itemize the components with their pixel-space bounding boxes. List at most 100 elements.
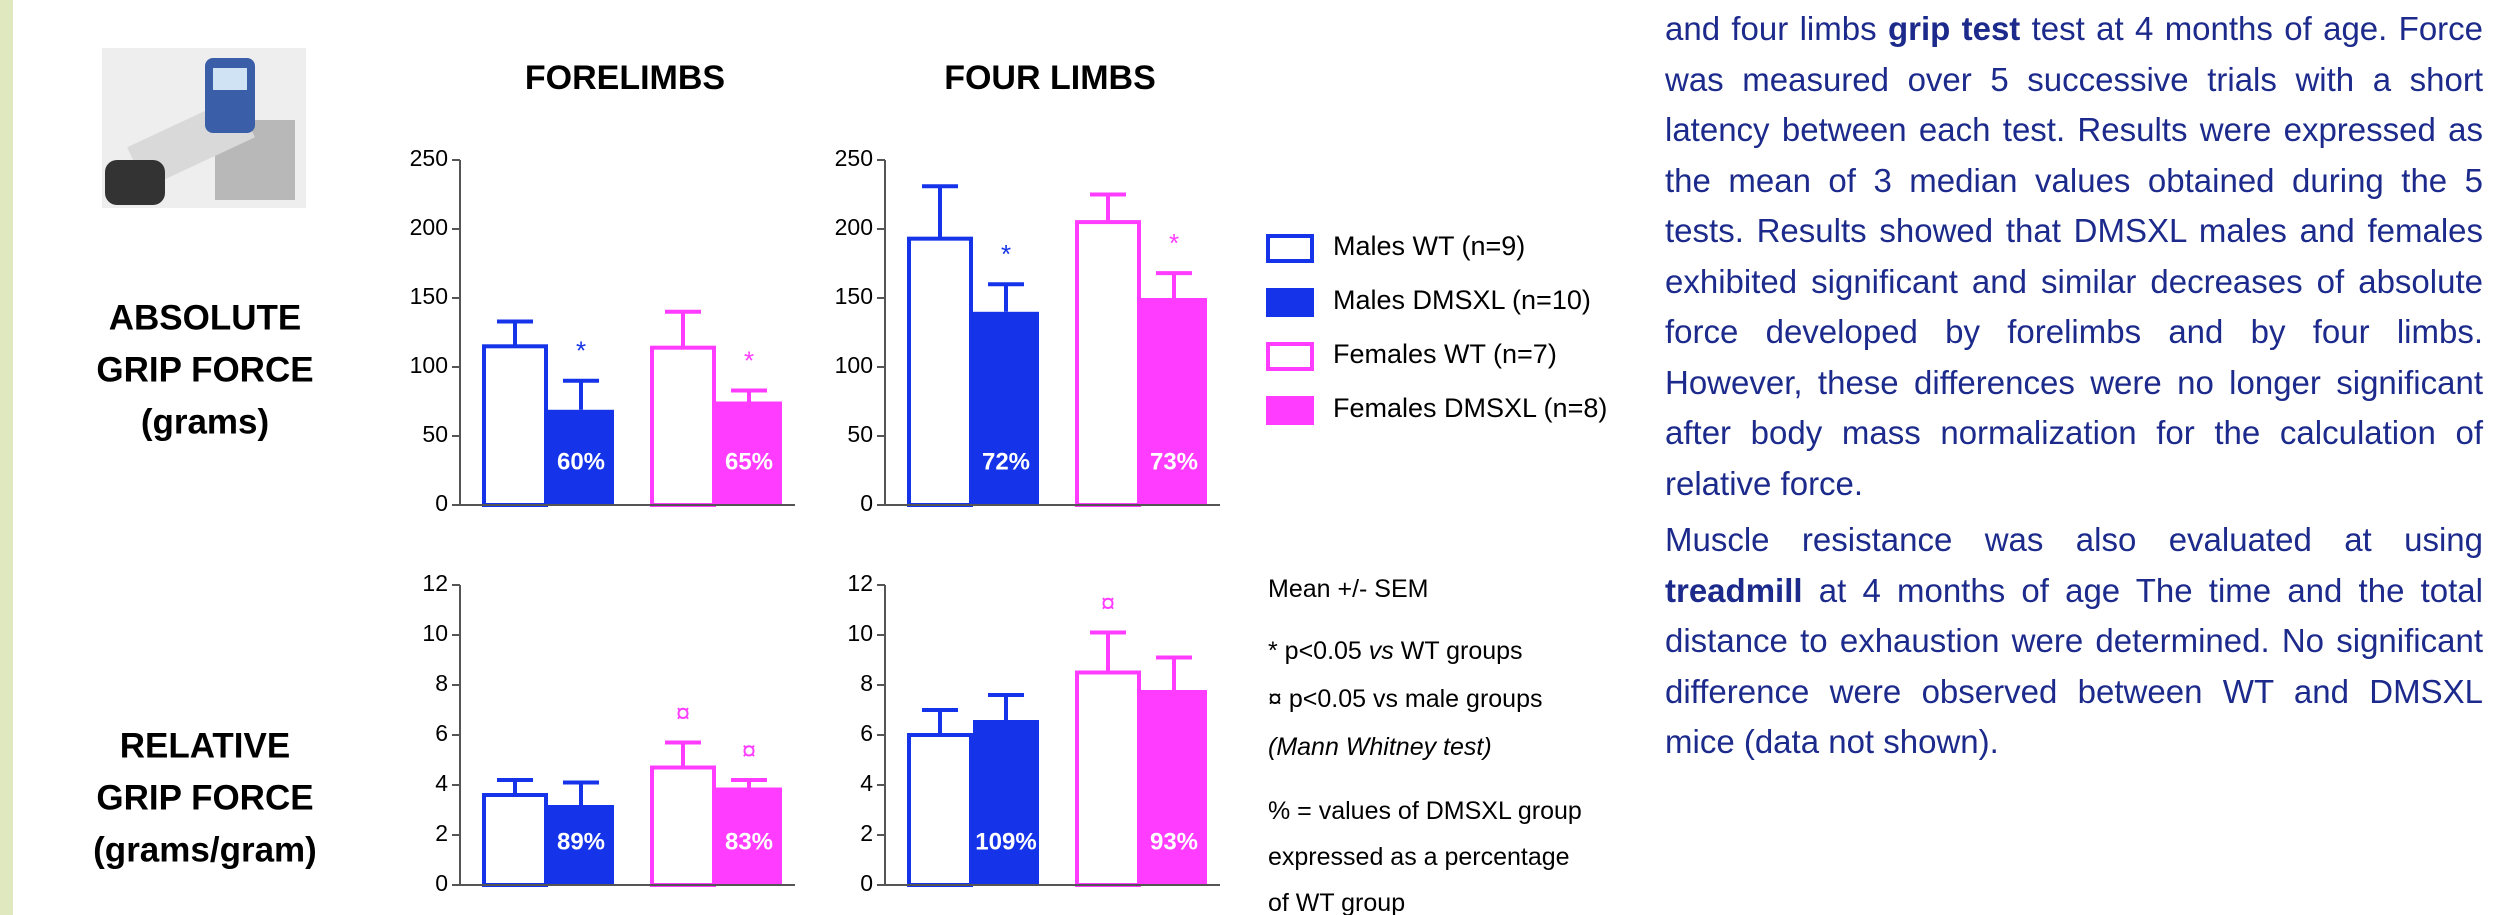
y-tick-label: 0 (435, 490, 448, 516)
bar (484, 346, 546, 505)
y-tick-label: 2 (860, 820, 873, 846)
body-text: and four limbs grip test test at 4 month… (1665, 4, 2483, 774)
error-bar (1090, 195, 1126, 223)
chart-title: FORELIMBS (525, 59, 725, 97)
error-bar (922, 186, 958, 238)
note: Mean +/- SEM (1268, 575, 1428, 603)
y-tick-label: 250 (410, 145, 448, 171)
bar (1077, 673, 1139, 886)
text-run: treadmill (1665, 572, 1803, 609)
y-tick-label: 10 (847, 620, 873, 646)
note-run: % = values of DMSXL group (1268, 797, 1582, 825)
y-tick-label: 8 (435, 670, 448, 696)
significance-mark: * (576, 336, 586, 366)
text-run: test at 4 months of age. Force was measu… (1665, 10, 2483, 502)
error-bar (988, 695, 1024, 720)
error-bar (922, 710, 958, 735)
error-bar (731, 390, 767, 401)
significance-mark: * (1001, 239, 1011, 269)
y-tick-label: 6 (435, 720, 448, 746)
y-tick-label: 100 (410, 352, 448, 378)
note-run: vs (1369, 637, 1394, 665)
row-label: RELATIVE (120, 726, 290, 765)
y-tick-label: 0 (860, 870, 873, 896)
row-label: ABSOLUTE (109, 298, 302, 337)
legend-label: Males WT (n=9) (1333, 231, 1525, 261)
error-bar (665, 312, 701, 348)
note-run: (Mann Whitney test) (1268, 733, 1492, 761)
y-tick-label: 50 (847, 421, 873, 447)
y-tick-label: 6 (860, 720, 873, 746)
device-photo (102, 48, 306, 208)
row-label: (grams) (141, 402, 269, 441)
legend-label: Females DMSXL (n=8) (1333, 393, 1607, 423)
bar (1077, 222, 1139, 505)
y-tick-label: 100 (835, 352, 873, 378)
y-tick-label: 200 (410, 214, 448, 240)
page: FORELIMBS05010015020025060%*65%*FOUR LIM… (0, 0, 2498, 915)
error-bar (988, 284, 1024, 312)
bar-label: 60% (557, 448, 605, 475)
bar (909, 239, 971, 505)
error-bar (1156, 273, 1192, 298)
note: * p<0.05 vs WT groups (1268, 637, 1523, 665)
paragraph: Muscle resistance was also evaluated at … (1665, 515, 2483, 768)
note: (Mann Whitney test) (1268, 733, 1492, 761)
significance-mark: * (744, 345, 754, 375)
significance-mark: ¤ (742, 735, 756, 765)
chart-title: FOUR LIMBS (944, 59, 1156, 97)
y-tick-label: 2 (435, 820, 448, 846)
legend-swatch (1268, 290, 1312, 315)
row-label: GRIP FORCE (96, 350, 313, 389)
y-tick-label: 150 (835, 283, 873, 309)
y-tick-label: 12 (422, 570, 448, 596)
y-tick-label: 4 (860, 770, 873, 796)
legend-label: Females WT (n=7) (1333, 339, 1557, 369)
side-stripe (0, 0, 13, 915)
legend-swatch (1268, 236, 1312, 261)
bar-label: 89% (557, 828, 605, 855)
bar (1141, 690, 1207, 885)
significance-mark: ¤ (1101, 587, 1115, 617)
bar (652, 768, 714, 886)
y-tick-label: 250 (835, 145, 873, 171)
significance-mark: * (1169, 228, 1179, 258)
bar (909, 735, 971, 885)
paragraph: and four limbs grip test test at 4 month… (1665, 4, 2483, 509)
bar (652, 348, 714, 505)
legend-swatch (1268, 398, 1312, 423)
y-tick-label: 12 (847, 570, 873, 596)
error-bar (665, 743, 701, 768)
y-tick-label: 50 (422, 421, 448, 447)
bar-label: 73% (1150, 448, 1198, 475)
error-bar (731, 780, 767, 788)
note: of WT group (1268, 889, 1405, 915)
bar-label: 83% (725, 828, 773, 855)
bar (973, 312, 1039, 505)
bar (973, 720, 1039, 885)
row-label: (grams/gram) (93, 830, 317, 869)
note-run: of WT group (1268, 889, 1405, 915)
bar (484, 795, 546, 885)
bar-label: 109% (975, 828, 1036, 855)
bar-label: 65% (725, 448, 773, 475)
note-run: WT groups (1394, 637, 1523, 665)
error-bar (497, 321, 533, 346)
y-tick-label: 10 (422, 620, 448, 646)
note-run: ¤ p<0.05 vs male groups (1268, 685, 1542, 713)
legend-label: Males DMSXL (n=10) (1333, 285, 1591, 315)
error-bar (563, 783, 599, 806)
y-tick-label: 150 (410, 283, 448, 309)
note: ¤ p<0.05 vs male groups (1268, 685, 1542, 713)
y-tick-label: 200 (835, 214, 873, 240)
error-bar (497, 780, 533, 795)
row-label: GRIP FORCE (96, 778, 313, 817)
note-run: * p<0.05 (1268, 637, 1369, 665)
significance-mark: ¤ (676, 697, 690, 727)
y-tick-label: 0 (860, 490, 873, 516)
note: expressed as a percentage (1268, 843, 1570, 871)
error-bar (563, 381, 599, 410)
text-run: and four limbs (1665, 10, 1888, 47)
error-bar (1156, 658, 1192, 691)
text-run: grip test (1888, 10, 2020, 47)
